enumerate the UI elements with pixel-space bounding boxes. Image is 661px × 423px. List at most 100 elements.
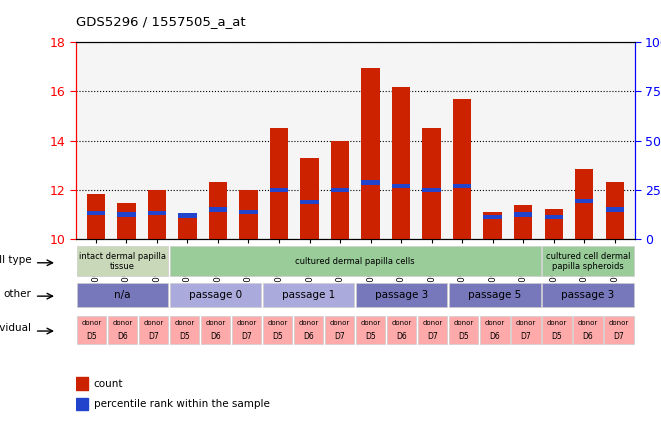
Text: passage 5: passage 5 <box>468 290 522 300</box>
Bar <box>270 188 288 192</box>
Text: donor: donor <box>143 320 164 326</box>
Bar <box>209 182 227 239</box>
Bar <box>356 316 385 343</box>
Bar <box>543 283 634 307</box>
Text: D5: D5 <box>272 332 283 341</box>
Bar <box>604 316 634 343</box>
Text: D6: D6 <box>397 332 407 341</box>
Text: D5: D5 <box>366 332 376 341</box>
Bar <box>422 188 441 192</box>
Text: D6: D6 <box>117 332 128 341</box>
Text: donor: donor <box>485 320 505 326</box>
Bar <box>453 184 471 188</box>
Bar <box>239 210 258 214</box>
Text: D6: D6 <box>490 332 500 341</box>
Text: passage 0: passage 0 <box>189 290 242 300</box>
Text: D5: D5 <box>552 332 563 341</box>
Bar <box>300 200 319 204</box>
Text: D7: D7 <box>428 332 438 341</box>
Bar <box>148 211 166 215</box>
Bar <box>170 246 541 276</box>
Bar <box>331 188 349 192</box>
Bar <box>263 283 354 307</box>
Bar <box>575 199 594 203</box>
Text: D7: D7 <box>241 332 252 341</box>
Bar <box>453 99 471 239</box>
Text: donor: donor <box>330 320 350 326</box>
Bar <box>77 316 106 343</box>
Bar <box>422 128 441 239</box>
Bar <box>294 316 323 343</box>
Bar <box>170 283 261 307</box>
Text: intact dermal papilla
tissue: intact dermal papilla tissue <box>79 252 166 271</box>
Bar <box>325 316 354 343</box>
Bar <box>270 128 288 239</box>
Text: donor: donor <box>547 320 567 326</box>
Bar <box>483 214 502 219</box>
Bar <box>108 316 137 343</box>
Text: percentile rank within the sample: percentile rank within the sample <box>94 399 270 409</box>
Bar <box>76 377 87 390</box>
Bar <box>263 316 292 343</box>
Bar <box>178 214 196 239</box>
Bar <box>605 182 624 239</box>
Bar <box>575 169 594 239</box>
Bar <box>449 316 479 343</box>
Bar <box>178 214 196 218</box>
Bar <box>201 316 230 343</box>
Text: D5: D5 <box>86 332 97 341</box>
Text: individual: individual <box>0 323 31 333</box>
Text: GDS5296 / 1557505_a_at: GDS5296 / 1557505_a_at <box>76 15 246 28</box>
Bar <box>331 141 349 239</box>
Bar <box>148 190 166 239</box>
Text: D5: D5 <box>459 332 469 341</box>
Bar <box>543 316 572 343</box>
Bar <box>449 283 541 307</box>
Text: D7: D7 <box>521 332 531 341</box>
Bar <box>170 316 199 343</box>
Text: D7: D7 <box>334 332 345 341</box>
Bar <box>545 214 563 219</box>
Bar <box>362 68 379 239</box>
Text: donor: donor <box>175 320 195 326</box>
Text: donor: donor <box>609 320 629 326</box>
Bar <box>76 398 87 410</box>
Bar <box>387 316 416 343</box>
Bar <box>574 316 603 343</box>
Bar <box>512 316 541 343</box>
Bar <box>239 190 258 239</box>
Text: donor: donor <box>206 320 226 326</box>
Text: donor: donor <box>268 320 288 326</box>
Bar <box>362 180 379 185</box>
Bar <box>418 316 447 343</box>
Text: donor: donor <box>299 320 319 326</box>
Bar <box>209 207 227 212</box>
Bar <box>139 316 168 343</box>
Bar <box>117 203 136 239</box>
Text: D6: D6 <box>303 332 314 341</box>
Text: other: other <box>3 288 31 299</box>
Bar <box>392 184 410 188</box>
Text: D7: D7 <box>148 332 159 341</box>
Text: count: count <box>94 379 123 389</box>
Text: D6: D6 <box>210 332 221 341</box>
Text: donor: donor <box>361 320 381 326</box>
Bar <box>483 212 502 239</box>
Text: cell type: cell type <box>0 255 31 265</box>
Text: donor: donor <box>81 320 102 326</box>
Text: donor: donor <box>578 320 598 326</box>
Bar <box>232 316 261 343</box>
Text: passage 3: passage 3 <box>375 290 428 300</box>
Text: donor: donor <box>392 320 412 326</box>
Bar <box>605 207 624 212</box>
Text: donor: donor <box>237 320 257 326</box>
Bar <box>300 158 319 239</box>
Bar <box>543 246 634 276</box>
Bar <box>481 316 510 343</box>
Text: D7: D7 <box>613 332 625 341</box>
Text: cultured dermal papilla cells: cultured dermal papilla cells <box>295 257 415 266</box>
Text: donor: donor <box>453 320 474 326</box>
Text: n/a: n/a <box>114 290 131 300</box>
Bar <box>87 193 105 239</box>
Bar <box>514 212 532 217</box>
